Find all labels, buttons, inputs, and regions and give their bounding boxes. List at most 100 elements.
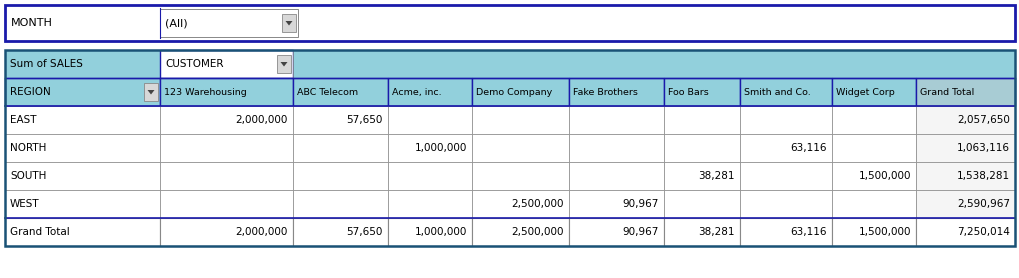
Bar: [160, 190, 292, 218]
Text: Widget Corp: Widget Corp: [836, 88, 894, 96]
Text: 7,250,014: 7,250,014: [956, 227, 1009, 237]
Text: 2,000,000: 2,000,000: [235, 227, 287, 237]
Text: 2,500,000: 2,500,000: [511, 199, 564, 209]
Bar: [5, 78, 160, 106]
Bar: [292, 106, 387, 134]
Bar: [569, 106, 663, 134]
Bar: [5, 50, 1014, 246]
Bar: [292, 162, 387, 190]
Bar: [663, 162, 739, 190]
Text: 2,000,000: 2,000,000: [235, 115, 287, 125]
Bar: [472, 106, 569, 134]
Text: REGION: REGION: [10, 87, 51, 97]
Bar: [915, 78, 1014, 106]
Bar: [915, 106, 1014, 134]
Bar: [277, 55, 290, 73]
Bar: [915, 162, 1014, 190]
Bar: [663, 78, 739, 106]
Bar: [739, 106, 832, 134]
Polygon shape: [280, 62, 287, 66]
Text: EAST: EAST: [10, 115, 37, 125]
Bar: [387, 106, 472, 134]
Text: 1,063,116: 1,063,116: [956, 143, 1009, 153]
Bar: [160, 106, 292, 134]
Text: 1,500,000: 1,500,000: [858, 227, 910, 237]
Bar: [5, 190, 160, 218]
Bar: [739, 134, 832, 162]
Bar: [832, 190, 915, 218]
Text: Grand Total: Grand Total: [919, 88, 973, 96]
Bar: [569, 134, 663, 162]
Bar: [292, 218, 387, 246]
Polygon shape: [285, 21, 292, 26]
Text: 63,116: 63,116: [790, 227, 826, 237]
Text: Fake Brothers: Fake Brothers: [573, 88, 637, 96]
Bar: [915, 218, 1014, 246]
Bar: [472, 134, 569, 162]
Bar: [569, 162, 663, 190]
Bar: [160, 218, 292, 246]
Bar: [663, 106, 739, 134]
Bar: [387, 134, 472, 162]
Bar: [292, 50, 1014, 78]
Bar: [832, 162, 915, 190]
Bar: [292, 134, 387, 162]
Text: 57,650: 57,650: [346, 227, 382, 237]
Bar: [739, 162, 832, 190]
Bar: [387, 218, 472, 246]
Bar: [160, 162, 292, 190]
Text: 2,057,650: 2,057,650: [956, 115, 1009, 125]
Bar: [663, 218, 739, 246]
Bar: [663, 134, 739, 162]
Text: 123 Warehousing: 123 Warehousing: [164, 88, 247, 96]
Bar: [292, 190, 387, 218]
Bar: [832, 78, 915, 106]
Text: MONTH: MONTH: [11, 18, 53, 28]
Text: Demo Company: Demo Company: [476, 88, 551, 96]
Text: (All): (All): [165, 18, 187, 28]
Bar: [472, 78, 569, 106]
Text: 1,000,000: 1,000,000: [414, 227, 467, 237]
Bar: [5, 218, 160, 246]
Bar: [160, 78, 292, 106]
Text: 38,281: 38,281: [698, 227, 735, 237]
Bar: [915, 134, 1014, 162]
Text: WEST: WEST: [10, 199, 40, 209]
Bar: [739, 190, 832, 218]
Text: Foo Bars: Foo Bars: [667, 88, 708, 96]
Bar: [663, 190, 739, 218]
Bar: [832, 106, 915, 134]
Text: 2,500,000: 2,500,000: [511, 227, 564, 237]
Bar: [387, 190, 472, 218]
Bar: [832, 218, 915, 246]
Text: ABC Telecom: ABC Telecom: [297, 88, 358, 96]
Bar: [292, 78, 387, 106]
Text: 90,967: 90,967: [622, 227, 658, 237]
Text: 1,538,281: 1,538,281: [956, 171, 1009, 181]
Bar: [915, 190, 1014, 218]
Bar: [739, 78, 832, 106]
Text: SOUTH: SOUTH: [10, 171, 46, 181]
Text: 63,116: 63,116: [790, 143, 826, 153]
Text: 57,650: 57,650: [346, 115, 382, 125]
Bar: [832, 134, 915, 162]
Bar: [472, 218, 569, 246]
Bar: [569, 218, 663, 246]
Bar: [144, 83, 158, 101]
Bar: [387, 162, 472, 190]
Text: 1,500,000: 1,500,000: [858, 171, 910, 181]
Bar: [281, 14, 296, 32]
Text: Acme, inc.: Acme, inc.: [391, 88, 441, 96]
Bar: [387, 78, 472, 106]
Text: 1,000,000: 1,000,000: [414, 143, 467, 153]
Bar: [5, 5, 1014, 41]
Text: Smith and Co.: Smith and Co.: [743, 88, 810, 96]
Bar: [739, 218, 832, 246]
Bar: [569, 190, 663, 218]
Bar: [5, 134, 160, 162]
Text: NORTH: NORTH: [10, 143, 46, 153]
Bar: [160, 9, 298, 37]
Bar: [472, 190, 569, 218]
Text: 2,590,967: 2,590,967: [956, 199, 1009, 209]
Bar: [5, 50, 160, 78]
